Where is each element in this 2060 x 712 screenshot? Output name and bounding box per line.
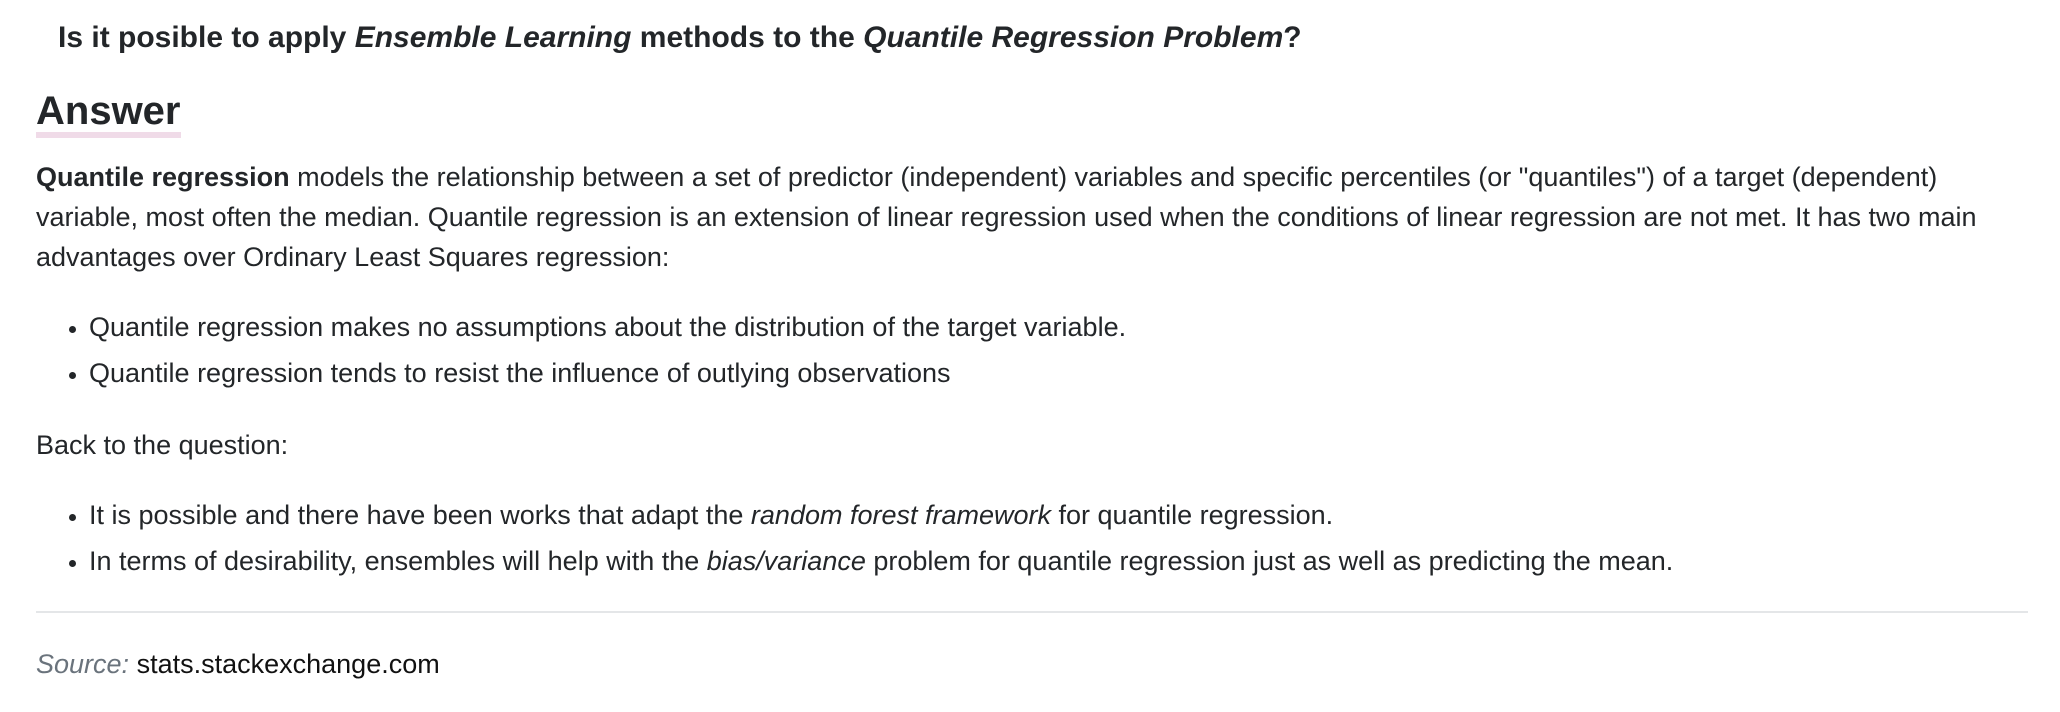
question-title: Is it posible to apply Ensemble Learning…: [58, 18, 1302, 58]
question-emphasis-quantile-regression-problem: Quantile Regression Problem: [863, 21, 1284, 54]
advantages-list: Quantile regression makes no assumptions…: [36, 307, 2026, 399]
source-line: Source: stats.stackexchange.com: [36, 644, 440, 684]
answer-points-list: It is possible and there have been works…: [36, 495, 2026, 587]
answer-heading: Answer: [36, 86, 181, 138]
intro-text: models the relationship between a set of…: [36, 162, 1977, 272]
intro-paragraph: Quantile regression models the relations…: [36, 157, 2026, 277]
question-text-1: Is it posible to apply: [58, 21, 355, 54]
back-to-question-paragraph: Back to the question:: [36, 430, 289, 460]
point-text-after: problem for quantile regression just as …: [865, 546, 1674, 576]
list-item: It is possible and there have been works…: [89, 495, 2026, 535]
list-item: Quantile regression makes no assumptions…: [89, 307, 2026, 347]
source-label: Source:: [36, 649, 130, 679]
point-emphasis: bias/variance: [706, 546, 866, 576]
point-emphasis: random forest framework: [750, 500, 1052, 530]
point-text-before: It is possible and there have been works…: [89, 500, 751, 530]
question-text-3: ?: [1283, 21, 1302, 54]
divider: [36, 611, 2028, 613]
question-emphasis-ensemble-learning: Ensemble Learning: [354, 21, 632, 54]
point-text-before: In terms of desirability, ensembles will…: [89, 546, 707, 576]
answer-heading-text: Answer: [36, 90, 181, 138]
list-item: Quantile regression tends to resist the …: [89, 353, 2026, 393]
source-link[interactable]: stats.stackexchange.com: [136, 649, 440, 679]
intro-bold-term: Quantile regression: [36, 162, 290, 192]
point-text-after: for quantile regression.: [1051, 500, 1334, 530]
list-item: In terms of desirability, ensembles will…: [89, 541, 2026, 581]
question-text-2: methods to the: [631, 21, 864, 54]
